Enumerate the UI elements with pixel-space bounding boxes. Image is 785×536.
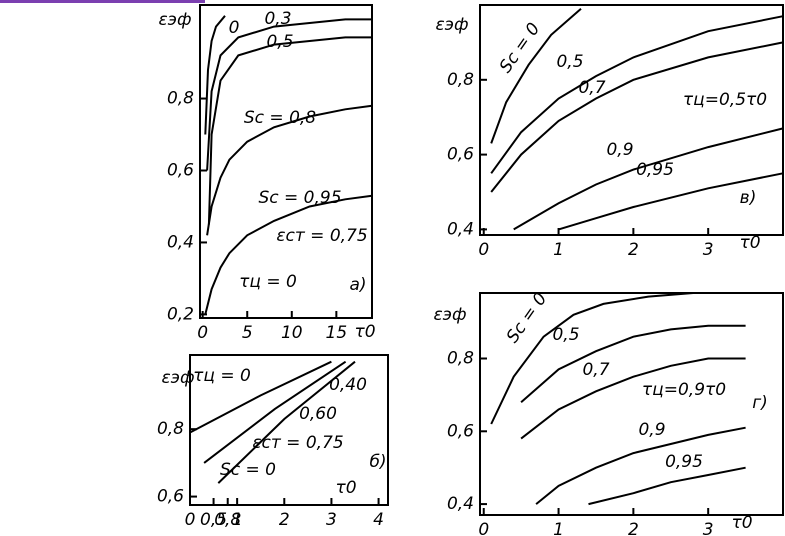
curve-label: Sc = 0,95 — [258, 188, 341, 208]
panel-label: б) — [369, 452, 386, 472]
curve — [189, 360, 332, 434]
curve — [490, 41, 784, 193]
axes-frame — [479, 292, 784, 516]
curve — [520, 357, 746, 440]
curve — [520, 324, 746, 403]
y-axis-label: εэф — [435, 15, 468, 35]
annotation: εст = 0,75 — [252, 433, 343, 453]
curve — [558, 172, 784, 231]
x-tick-label: 0,8 — [214, 510, 241, 530]
curve-label: 0,7 — [582, 360, 609, 380]
x-tick-label: 0 — [197, 323, 208, 343]
x-tick-label: 3 — [703, 520, 714, 536]
x-axis-label: τ0 — [739, 233, 760, 253]
panel-label: г) — [752, 393, 768, 413]
curve — [206, 18, 372, 171]
x-tick-label: 0 — [478, 240, 489, 260]
y-tick-label: 0,6 — [447, 421, 474, 441]
annotation: τц=0,9τ0 — [642, 380, 726, 400]
curve-label: 0,95 — [665, 452, 703, 472]
x-tick-label: 1 — [553, 520, 564, 536]
y-axis-label: εэф — [433, 305, 466, 325]
panel-label: а) — [349, 275, 366, 295]
y-axis-label: εэф — [161, 368, 194, 388]
y-tick-label: 0,6 — [447, 145, 474, 165]
curve — [203, 360, 347, 464]
annotation: τц = 0 — [239, 272, 297, 292]
x-axis-label: τ0 — [731, 513, 752, 533]
curve-label: 0,5 — [266, 32, 293, 52]
axes-frame — [479, 4, 784, 236]
x-axis-label: τ0 — [354, 322, 375, 342]
annotation: εст = 0,75 — [276, 226, 367, 246]
x-tick-label: 2 — [628, 240, 639, 260]
x-tick-label: 2 — [279, 510, 290, 530]
curve-label: 0,60 — [299, 404, 337, 424]
curve-label: Sc = 0,8 — [244, 108, 316, 128]
curve — [490, 15, 784, 174]
annotation: τц=0,5τ0 — [683, 90, 767, 110]
x-tick-label: 2 — [628, 520, 639, 536]
curve-label: Sc = 0 — [503, 289, 552, 346]
x-tick-label: 15 — [326, 323, 348, 343]
x-tick-label: 3 — [703, 240, 714, 260]
y-tick-label: 0,4 — [167, 232, 194, 252]
curve-label: 0 — [229, 18, 240, 38]
x-tick-label: 1 — [232, 510, 243, 530]
curve-label: 0,95 — [636, 160, 674, 180]
curve — [207, 36, 372, 225]
y-tick-label: 0,8 — [447, 70, 474, 90]
curve — [206, 104, 373, 236]
x-tick-label: 3 — [326, 510, 337, 530]
curve-label: 0,9 — [638, 420, 665, 440]
y-tick-label: 0,6 — [157, 487, 184, 507]
y-tick-label: 0,6 — [167, 160, 194, 180]
y-tick-label: 0,8 — [167, 89, 194, 109]
curve-label: Sc = 0 — [496, 19, 545, 76]
top-bar — [0, 0, 205, 3]
curve — [588, 466, 746, 506]
curve-label: τц = 0 — [193, 366, 251, 386]
curve-label: 0,3 — [264, 9, 291, 29]
curve-label: 0,5 — [556, 52, 583, 72]
curve — [513, 127, 784, 231]
x-axis-label: τ0 — [335, 478, 356, 498]
curve — [535, 426, 746, 505]
annotation: Sc = 0 — [220, 460, 276, 480]
x-tick-label: 1 — [553, 240, 564, 260]
curve-label: 0,7 — [578, 78, 605, 98]
x-tick-label: 10 — [281, 323, 303, 343]
curve-label: 0,40 — [329, 375, 367, 395]
y-axis-label: εэф — [158, 10, 191, 30]
curve — [204, 194, 373, 315]
x-tick-label: 4 — [373, 510, 384, 530]
y-tick-label: 0,4 — [447, 219, 474, 239]
curve — [490, 7, 582, 144]
x-tick-label: 5 — [242, 323, 253, 343]
x-tick-label: 0 — [478, 520, 489, 536]
curve-label: 0,9 — [606, 140, 633, 160]
y-tick-label: 0,2 — [167, 304, 194, 324]
curve — [217, 360, 356, 484]
curve-label: 0,5 — [552, 325, 579, 345]
curve — [204, 15, 226, 135]
y-tick-label: 0,4 — [447, 494, 474, 514]
panel-label: в) — [740, 188, 757, 208]
y-tick-label: 0,8 — [157, 419, 184, 439]
y-tick-label: 0,8 — [447, 349, 474, 369]
x-tick-label: 0 — [185, 510, 196, 530]
curve — [490, 292, 694, 425]
x-tick-label: 0,5 — [200, 510, 227, 530]
axes-frame — [199, 4, 373, 319]
